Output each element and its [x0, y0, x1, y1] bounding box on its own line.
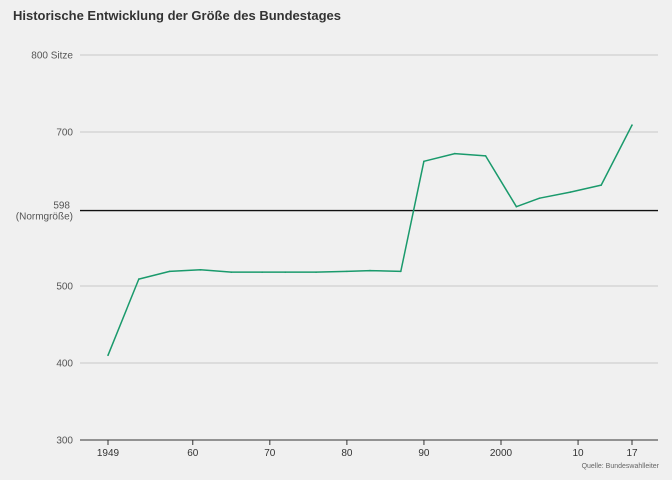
y-tick-label: 700	[56, 128, 73, 139]
data-point	[453, 152, 456, 155]
chart-title: Historische Entwicklung der Größe des Bu…	[13, 8, 341, 23]
data-point	[369, 269, 371, 272]
x-tick-label: 1949	[97, 448, 120, 459]
reference-sublabel: (Normgröße)	[16, 212, 73, 223]
data-point	[600, 184, 602, 186]
x-tick-label: 10	[572, 448, 584, 459]
data-point	[538, 197, 541, 200]
data-point	[423, 160, 425, 163]
data-point	[484, 155, 487, 157]
x-tick-label: 17	[626, 448, 638, 459]
source-note: Quelle: Bundeswahlleiter	[581, 463, 659, 470]
data-point	[138, 278, 140, 280]
x-tick-label: 70	[264, 448, 276, 459]
data-point	[261, 271, 263, 273]
y-tick-label: 500	[56, 282, 73, 293]
reference-label: 598	[53, 201, 70, 212]
data-point	[569, 191, 572, 193]
data-point	[631, 124, 633, 126]
y-tick-label: 400	[56, 359, 73, 370]
x-tick-label: 60	[187, 448, 199, 459]
data-point	[400, 270, 402, 273]
x-tick-label: 80	[341, 448, 353, 459]
data-point	[199, 269, 202, 271]
data-point	[515, 205, 518, 208]
series-line	[107, 124, 633, 356]
data-point	[284, 271, 287, 273]
data-point	[230, 271, 233, 273]
data-point	[346, 270, 348, 273]
y-tick-label: 800 Sitze	[31, 51, 73, 62]
data-point	[107, 354, 109, 357]
data-point	[315, 271, 317, 273]
data-point	[168, 270, 171, 273]
x-tick-label: 2000	[490, 448, 513, 459]
y-tick-label: 300	[56, 436, 73, 447]
x-tick-label: 90	[418, 448, 430, 459]
